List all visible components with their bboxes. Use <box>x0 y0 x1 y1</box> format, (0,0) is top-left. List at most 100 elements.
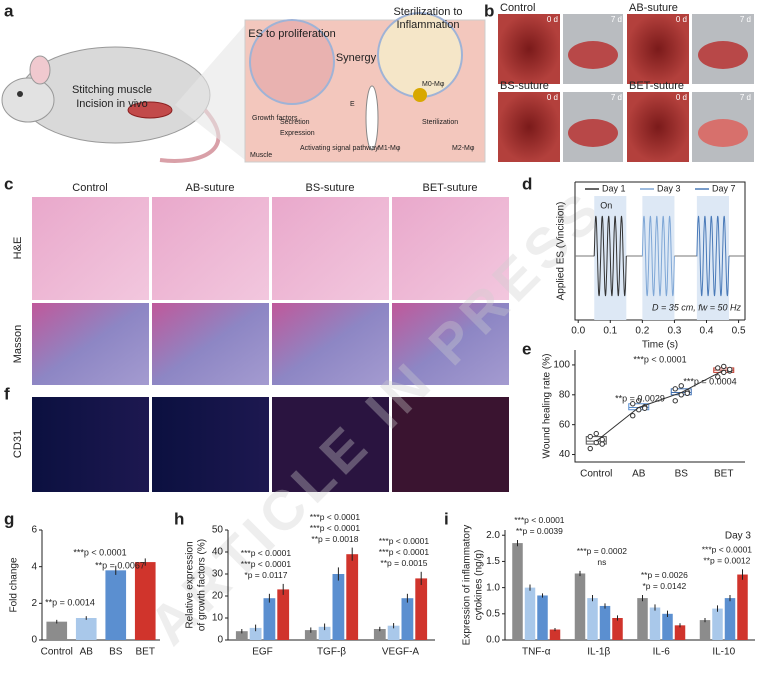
bar <box>277 589 290 640</box>
annotation: **p = 0.0012 <box>703 556 750 566</box>
bar <box>612 618 623 640</box>
x-tick-label: 0.0 <box>571 326 585 337</box>
panel-label: d <box>522 174 532 193</box>
x-tick-label: TGF-β <box>317 647 346 658</box>
annotation: *p = 0.0117 <box>244 570 287 580</box>
diagram-label: M2-Mφ <box>452 145 475 152</box>
x-tick-label: Control <box>41 647 73 658</box>
y-tick-label: 0.5 <box>486 608 500 619</box>
histology-images <box>32 197 509 492</box>
x-tick-label: AB <box>632 469 646 480</box>
day-label: 0 d <box>676 15 687 24</box>
annotation: On <box>600 200 612 210</box>
panel-label: h <box>174 509 184 528</box>
diagram-label: Sterilization <box>422 119 458 126</box>
data-point <box>630 401 636 407</box>
bar <box>549 629 561 640</box>
y-tick-label: 40 <box>212 547 224 558</box>
bar <box>724 598 736 640</box>
x-tick-label: AB <box>80 647 94 658</box>
annotation: ***p = 0.0002 <box>577 546 628 556</box>
es-wave <box>593 215 627 297</box>
x-tick-label: BS <box>109 647 123 658</box>
bar <box>737 574 748 640</box>
panel-label: e <box>522 339 531 358</box>
x-tick-label: BET <box>714 469 733 480</box>
y-tick-label: 2.0 <box>486 530 500 541</box>
data-point <box>715 365 721 371</box>
y-tick-label: 0 <box>217 635 223 646</box>
diagram-title: Sterilization to <box>393 6 462 18</box>
diagram-label: M1-Mφ <box>378 145 401 152</box>
es-wave <box>696 215 730 297</box>
diagram-title: Inflammation <box>397 19 460 31</box>
day-label: 7 d <box>611 15 622 24</box>
annotation: ***p < 0.0001 <box>633 354 686 364</box>
y-tick-label: 2 <box>31 598 37 609</box>
mouse-label: Incision in vivo <box>76 98 148 110</box>
panel-label: g <box>4 509 14 528</box>
bar <box>637 598 648 640</box>
x-tick-label: IL-1β <box>587 647 610 658</box>
column-header: AB-suture <box>186 182 235 194</box>
data-point <box>715 374 721 380</box>
bar <box>75 618 97 640</box>
annotation: ***p < 0.0001 <box>73 547 126 557</box>
y-axis-label: Fold change <box>9 557 20 612</box>
annotation: **p = 0.0018 <box>311 534 358 544</box>
y-tick-label: 4 <box>31 561 37 572</box>
bar <box>318 626 331 640</box>
bar <box>373 629 386 640</box>
x-tick-label: EGF <box>252 647 273 658</box>
axis-frame <box>575 181 746 320</box>
panel-label: f <box>4 384 10 403</box>
data-point <box>721 363 727 370</box>
x-tick-label: 0.3 <box>667 326 681 337</box>
legend-label: Day 1 <box>602 183 626 193</box>
photo-group: BS-suture <box>500 80 549 92</box>
bar <box>649 607 661 640</box>
bar <box>332 574 345 640</box>
data-point <box>599 441 605 447</box>
annotation: ***p < 0.0001 <box>241 559 292 569</box>
x-axis-label: Time (s) <box>642 340 678 351</box>
y-tick-label: 20 <box>212 591 224 602</box>
y-tick-label: 60 <box>559 419 571 430</box>
y-tick-label: 30 <box>212 569 224 580</box>
diagram-label: Synergy <box>336 52 377 64</box>
photo-group: Control <box>500 2 535 14</box>
bar <box>587 598 598 640</box>
data-point <box>593 430 599 437</box>
annotation: **p = 0.0015 <box>380 558 427 568</box>
y-axis-label: Relative expression <box>185 541 196 628</box>
y-tick-label: 0.0 <box>486 635 500 646</box>
bar <box>524 587 536 640</box>
annotation: ***p < 0.0001 <box>702 545 753 555</box>
annotation: ***p < 0.0001 <box>310 523 361 533</box>
annotation: ***p < 0.0001 <box>241 548 292 558</box>
bar <box>235 631 248 640</box>
annotation: Day 3 <box>725 531 752 542</box>
bar <box>537 595 548 640</box>
annotation: **p = 0.0029 <box>615 393 665 403</box>
day-label: 7 d <box>740 93 751 102</box>
data-point <box>642 405 648 411</box>
y-axis-label: Expression of inflammatory <box>462 525 473 646</box>
data-point <box>727 366 733 373</box>
row-label: CD31 <box>12 430 24 458</box>
x-tick-label: BS <box>675 469 689 480</box>
bar <box>662 613 673 640</box>
diagram-title: ES to proliferation <box>248 28 335 40</box>
diagram-label: Muscle <box>250 152 272 159</box>
bar <box>105 570 127 640</box>
legend-label: Day 3 <box>657 183 681 193</box>
annotation: ***p < 0.0001 <box>310 512 361 522</box>
y-axis-label: Applied ES (Vincision) <box>556 202 567 301</box>
y-tick-label: 50 <box>212 525 224 536</box>
y-tick-label: 0 <box>31 635 37 646</box>
bar <box>699 620 711 640</box>
panel-label: c <box>4 174 13 193</box>
bar <box>712 608 723 640</box>
x-tick-label: 0.4 <box>700 326 714 337</box>
